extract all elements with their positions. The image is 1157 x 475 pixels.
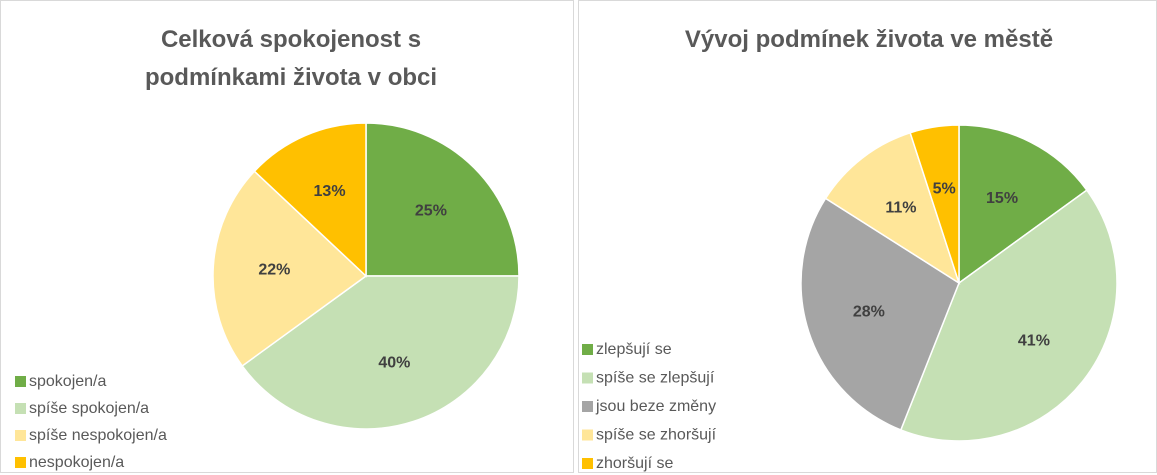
data-label: 22% (258, 261, 290, 278)
pie-slice (365, 122, 520, 277)
data-label: 11% (885, 199, 916, 216)
legend-swatch (582, 429, 593, 441)
chart: 25% spokojen/a 40% spíše spokojen/a 22% spíše… (15, 122, 520, 471)
legend-label: spíše nespokojen/a (29, 427, 167, 444)
legend-swatch (582, 458, 593, 469)
legend-swatch (15, 457, 26, 468)
data-label: 25% (415, 202, 447, 219)
pie-slice (899, 189, 1118, 442)
legend-label: zhoršují se (596, 455, 673, 472)
legend-swatch (582, 401, 593, 412)
legend-label: zlepšují se (596, 341, 672, 358)
pie-slice (241, 275, 520, 430)
chart: 15% zlepšují se 41% spíše se zlepšují 28% jso… (582, 124, 1118, 472)
data-label: 40% (378, 355, 410, 372)
data-label: 28% (853, 304, 885, 321)
pie-slice (909, 124, 960, 284)
pie-slice (800, 197, 960, 431)
legend-swatch (15, 403, 26, 414)
chart-panel: Vývoj podmínek života ve městě 15% zlepšu… (578, 0, 1157, 473)
legend-label: spíše se zhoršují (596, 427, 717, 444)
legend-label: spíše se zlepšují (596, 370, 715, 387)
legend-label: nespokojen/a (29, 454, 124, 471)
data-label: 13% (314, 183, 346, 200)
legend-swatch (582, 372, 593, 384)
data-label: 15% (986, 190, 1018, 207)
pie-slice (253, 122, 367, 278)
data-label: 5% (933, 181, 956, 198)
legend-swatch (15, 430, 26, 441)
chart-title: Celková spokojenost s podmínkami života … (144, 26, 438, 91)
legend-swatch (582, 344, 593, 355)
data-label: 41% (1018, 332, 1050, 349)
pie-slice (824, 131, 961, 285)
chart-title: Vývoj podmínek života ve městě (684, 26, 1054, 53)
pie-slice (958, 124, 1088, 285)
chart-panel: Celková spokojenost s podmínkami života … (0, 0, 574, 473)
legend-label: spíše spokojen/a (29, 400, 149, 417)
legend-label: spokojen/a (29, 373, 106, 390)
legend-label: jsou beze změny (595, 398, 716, 415)
legend-swatch (15, 376, 26, 387)
pie-slice (212, 170, 368, 367)
